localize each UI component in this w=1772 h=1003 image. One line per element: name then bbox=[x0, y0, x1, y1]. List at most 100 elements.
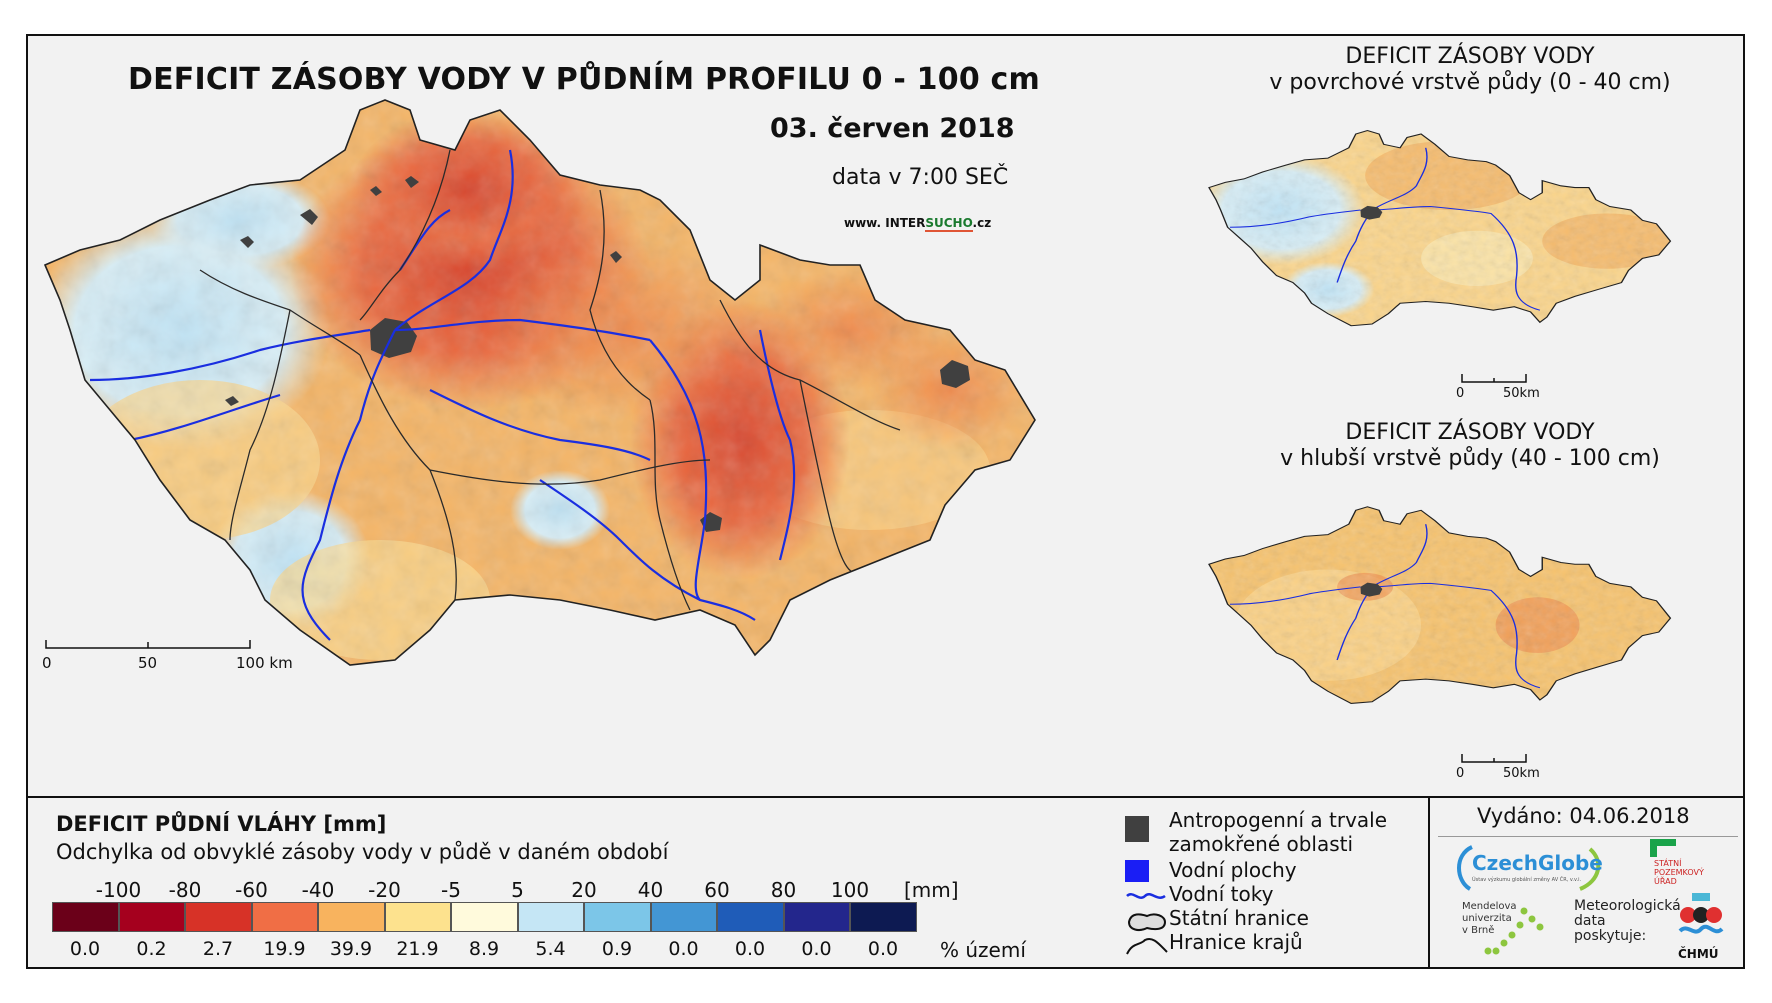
czechglobe-logo bbox=[1457, 845, 1601, 891]
issue-panel bbox=[1428, 796, 1745, 969]
map-time: data v 7:00 SEČ bbox=[832, 165, 1009, 190]
legend-color-box bbox=[517, 902, 584, 932]
legend-tick: -60 bbox=[235, 878, 268, 902]
symbol-legend: Antropogenní a trvale zamokřené oblasti … bbox=[1125, 808, 1415, 968]
legend-tick: 60 bbox=[704, 878, 730, 902]
mendel-text: Mendelova univerzita v Brně bbox=[1462, 901, 1517, 937]
legend-pct-unit: % území bbox=[940, 938, 1026, 962]
legend-color-box bbox=[118, 902, 185, 932]
inset-deep-scale-50: 50km bbox=[1503, 766, 1540, 781]
web-accent: SUCHO bbox=[925, 216, 973, 232]
inset-surface-scale-50: 50km bbox=[1503, 386, 1540, 401]
inset-surface-scale-bar bbox=[1461, 374, 1527, 383]
legend-color-box bbox=[451, 902, 518, 932]
legend-color-box bbox=[52, 902, 119, 932]
legend-color-box bbox=[783, 902, 850, 932]
legend-pct-value: 0.0 bbox=[668, 938, 699, 960]
water-label: Vodní plochy bbox=[1169, 858, 1297, 882]
logos-panel: CzechGlobe Ústav výzkumu globální změny … bbox=[1438, 836, 1738, 967]
state-border-label: Státní hranice bbox=[1169, 906, 1309, 930]
spu-text-1: STÁTNÍ bbox=[1654, 859, 1682, 868]
region-border-symbol bbox=[1126, 938, 1168, 955]
legend-pct-value: 0.0 bbox=[801, 938, 832, 960]
legend-ticks: -100 -80 -60 -40 -20 -5 5 20 40 60 80 100 bbox=[52, 878, 982, 902]
chmu-text: ČHMÚ bbox=[1678, 947, 1719, 961]
meteo-text-1: Meteorologická bbox=[1574, 898, 1681, 914]
inset-surface-title: DEFICIT ZÁSOBY VODY bbox=[1345, 44, 1595, 69]
legend-pct-value: 8.9 bbox=[468, 938, 500, 960]
legend-color-box bbox=[650, 902, 717, 932]
czechglobe-text: CzechGlobe bbox=[1472, 851, 1603, 875]
legend-color-box bbox=[384, 902, 451, 932]
legend-tick: 20 bbox=[571, 878, 597, 902]
state-border-symbol bbox=[1127, 913, 1167, 931]
legend-title: DEFICIT PŮDNÍ VLÁHY [mm] bbox=[56, 812, 387, 836]
inset-surface-subtitle: v povrchové vrstvě půdy (0 - 40 cm) bbox=[1269, 70, 1671, 95]
legend-panel bbox=[26, 796, 1745, 969]
meteo-text-2: data bbox=[1574, 913, 1606, 929]
legend-subtitle: Odchylka od obvyklé zásoby vody v půdě v… bbox=[56, 840, 669, 864]
spu-text-2: POZEMKOVÝ bbox=[1654, 868, 1704, 877]
water-body-symbol bbox=[1125, 860, 1149, 882]
inset-surface-scale-0: 0 bbox=[1456, 386, 1465, 401]
legend-color-box bbox=[717, 902, 784, 932]
legend-pct-value: 0.9 bbox=[601, 938, 633, 960]
spu-text-3: ÚŘAD bbox=[1654, 877, 1677, 886]
legend-tick: -5 bbox=[441, 878, 461, 902]
legend-tick: -100 bbox=[95, 878, 142, 902]
web-suffix: .cz bbox=[972, 216, 992, 230]
inset-map-deep bbox=[1208, 506, 1672, 705]
legend-color-box bbox=[251, 902, 318, 932]
meteo-text-3: poskytuje: bbox=[1574, 928, 1647, 944]
legend-tick: 5 bbox=[511, 878, 524, 902]
legend-percentages: 0.0 0.2 2.7 19.9 39.9 21.9 8.9 5.4 0.9 0.0 0.0 0.0 0… bbox=[52, 938, 1052, 962]
mendel-text-3: v Brně bbox=[1462, 925, 1495, 936]
legend-tick: -80 bbox=[168, 878, 202, 902]
scale-label-0: 0 bbox=[42, 654, 52, 672]
legend-color-box bbox=[318, 902, 385, 932]
website-label: www. INTERSUCHO.cz bbox=[844, 216, 992, 232]
legend-pct-value: 0.0 bbox=[69, 938, 101, 960]
inset-deep-scale-0: 0 bbox=[1456, 766, 1465, 781]
mendel-text-1: Mendelova bbox=[1462, 901, 1517, 912]
river-label: Vodní toky bbox=[1169, 882, 1274, 906]
legend-color-box bbox=[584, 902, 651, 932]
mendel-logo bbox=[1484, 907, 1544, 955]
legend-pct-value: 5.4 bbox=[535, 938, 566, 960]
issue-date: Vydáno: 04.06.2018 bbox=[1477, 804, 1690, 828]
legend-pct-value: 0.2 bbox=[136, 938, 167, 960]
legend-pct-value: 0.0 bbox=[867, 938, 899, 960]
legend-tick: 40 bbox=[637, 878, 664, 902]
legend-pct-value: 2.7 bbox=[202, 938, 234, 960]
inset-map-surface bbox=[1208, 129, 1672, 327]
scale-label-100: 100 km bbox=[236, 654, 293, 672]
legend-tick: -40 bbox=[301, 878, 335, 902]
main-map bbox=[44, 99, 1036, 666]
urban-area-symbol bbox=[1125, 816, 1149, 842]
page-title: DEFICIT ZÁSOBY VODY V PŮDNÍM PROFILU 0 -… bbox=[128, 62, 1040, 97]
legend-color-scale bbox=[52, 902, 917, 932]
legend-color-box bbox=[185, 902, 252, 932]
chmu-logo bbox=[1678, 893, 1724, 934]
spu-logo bbox=[1650, 839, 1676, 857]
legend-tick: -20 bbox=[368, 878, 401, 902]
river-symbol bbox=[1126, 893, 1166, 899]
legend-color-box bbox=[850, 902, 917, 932]
legend-pct-value: 0.0 bbox=[734, 938, 766, 960]
web-prefix: www. INTER bbox=[844, 216, 926, 230]
scale-label-50: 50 bbox=[138, 654, 158, 672]
map-date: 03. červen 2018 bbox=[770, 113, 1015, 144]
mendel-text-2: univerzita bbox=[1462, 913, 1512, 924]
legend-unit: [mm] bbox=[904, 878, 959, 902]
spu-text: STÁTNÍ POZEMKOVÝ ÚŘAD bbox=[1654, 859, 1704, 886]
inset-deep-title: DEFICIT ZÁSOBY VODY bbox=[1345, 420, 1595, 445]
inset-deep-subtitle: v hlubší vrstvě půdy (40 - 100 cm) bbox=[1280, 446, 1660, 471]
legend-tick: 80 bbox=[770, 878, 797, 902]
urban-label-1: Antropogenní a trvale bbox=[1169, 808, 1388, 832]
legend-tick: 100 bbox=[830, 878, 870, 902]
czechglobe-subtext: Ústav výzkumu globální změny AV ČR, v.v.… bbox=[1472, 877, 1582, 883]
urban-label-2: zamokřené oblasti bbox=[1169, 832, 1354, 856]
inset-deep-scale-bar bbox=[1461, 754, 1527, 763]
meteo-text: Meteorologická data poskytuje: bbox=[1574, 899, 1681, 944]
legend-pct-value: 19.9 bbox=[263, 938, 306, 960]
